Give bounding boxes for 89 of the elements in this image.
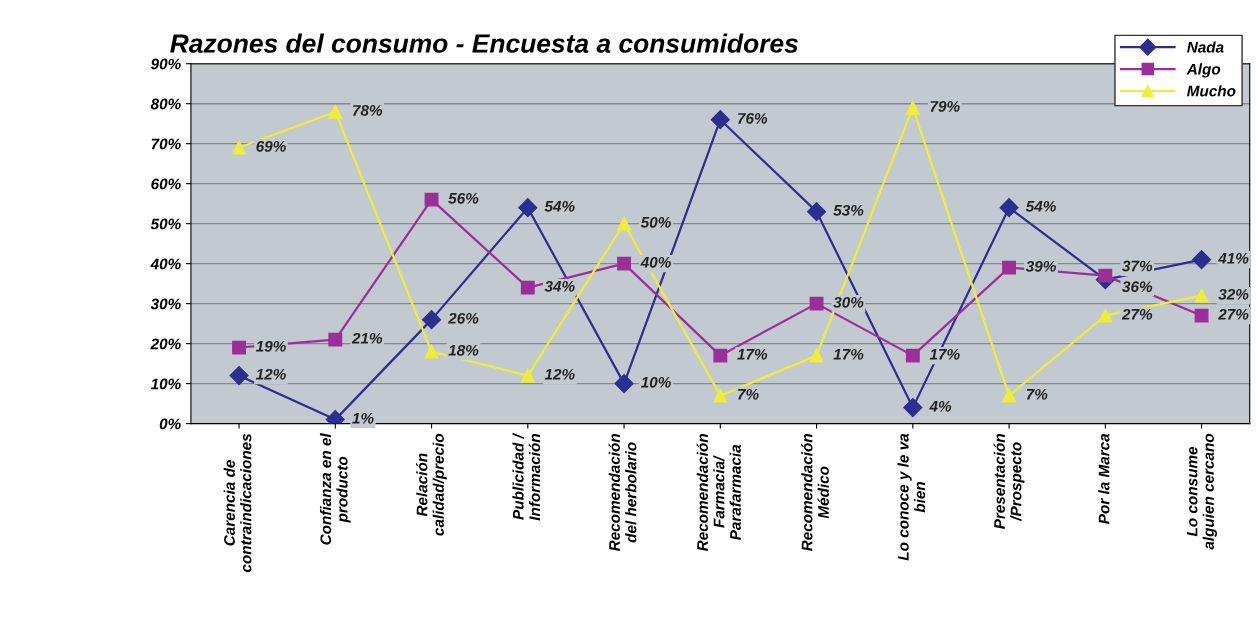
data-label: 1% xyxy=(352,412,374,424)
data-label: 7% xyxy=(1026,388,1048,400)
point xyxy=(1098,268,1113,283)
legend-label: Mucho xyxy=(1187,85,1236,97)
data-label: 54% xyxy=(1025,201,1056,212)
data-label: 69% xyxy=(256,140,286,152)
point xyxy=(1002,260,1017,275)
data-label: 41% xyxy=(1218,253,1249,264)
point xyxy=(232,140,246,155)
point xyxy=(809,296,824,311)
data-label: 10% xyxy=(640,376,671,388)
x-tick-label: Presentación /Prospecto xyxy=(993,433,1025,529)
y-tick-label: 30% xyxy=(150,298,181,310)
point xyxy=(905,100,920,115)
y-tick-label: 20% xyxy=(150,338,181,350)
point xyxy=(422,310,442,330)
x-tick-label: Carencia de contraindicaciones xyxy=(223,433,252,573)
data-label: 17% xyxy=(833,348,864,360)
point xyxy=(1194,288,1209,303)
data-label: 27% xyxy=(1218,308,1249,320)
x-tick-label: Lo consume alguien cercano xyxy=(1186,433,1217,550)
point xyxy=(1098,308,1113,323)
data-label: 53% xyxy=(833,204,864,216)
point xyxy=(713,348,728,363)
point xyxy=(520,368,535,383)
x-tick-label: Recomendación Médico xyxy=(801,433,829,552)
point xyxy=(710,110,730,130)
data-label: 18% xyxy=(448,344,479,356)
data-label: 12% xyxy=(255,368,286,380)
x-tick-label: Recomendación Farmacia/ Parafarmacia xyxy=(696,433,741,552)
point xyxy=(1002,388,1017,403)
point xyxy=(518,198,538,218)
data-label: 39% xyxy=(1025,260,1056,272)
x-tick-label: Lo conoce y le va bien xyxy=(897,433,926,561)
data-label: 78% xyxy=(353,104,383,116)
point xyxy=(520,280,535,295)
data-label: 36% xyxy=(1122,281,1153,293)
point xyxy=(328,332,343,347)
data-label: 19% xyxy=(255,340,286,352)
x-tick-label: Publicidad / Información xyxy=(512,432,541,521)
data-label: 17% xyxy=(929,348,960,360)
data-label: 30% xyxy=(833,296,864,308)
data-label: 21% xyxy=(351,332,383,344)
y-tick-label: 80% xyxy=(150,98,181,110)
x-tick-label: Confianza en el producto xyxy=(319,433,351,545)
legend-label: Nada xyxy=(1187,41,1224,53)
data-label: 56% xyxy=(448,192,479,204)
x-tick-label: Por la Marca xyxy=(1098,433,1110,524)
data-label: 54% xyxy=(544,201,575,212)
data-label: 7% xyxy=(738,388,759,400)
point xyxy=(903,398,923,418)
data-label: 12% xyxy=(544,368,575,380)
point xyxy=(328,104,343,119)
y-tick-label: 0% xyxy=(159,418,181,430)
data-label: 76% xyxy=(738,112,768,124)
point xyxy=(424,344,439,359)
data-label: 37% xyxy=(1122,260,1153,272)
point xyxy=(809,348,824,363)
point xyxy=(424,192,439,207)
data-label: 26% xyxy=(447,312,479,324)
y-tick-label: 40% xyxy=(150,258,181,270)
y-tick-label: 60% xyxy=(151,178,181,190)
data-label: 17% xyxy=(737,348,768,360)
data-label: 50% xyxy=(640,216,671,228)
point xyxy=(229,366,249,386)
point xyxy=(807,202,827,222)
point xyxy=(614,374,634,394)
chart-title: Razones del consumo - Encuesta a consumidores xyxy=(170,33,798,53)
data-label: 32% xyxy=(1218,288,1249,300)
point xyxy=(1194,308,1209,323)
x-tick-label: Recomendación del herbolario xyxy=(608,433,637,552)
point xyxy=(1192,250,1212,270)
point xyxy=(232,340,246,355)
data-label: 4% xyxy=(929,400,952,412)
y-tick-label: 10% xyxy=(150,378,181,390)
point xyxy=(999,198,1019,218)
data-label: 40% xyxy=(640,256,671,268)
point xyxy=(617,256,632,271)
data-label: 27% xyxy=(1121,308,1153,320)
data-label: 34% xyxy=(544,280,575,292)
x-tick-label: Relación calidad/precio xyxy=(416,433,447,536)
point xyxy=(617,216,632,231)
y-tick-label: 90% xyxy=(150,58,181,70)
data-label: 79% xyxy=(930,100,960,112)
y-tick-label: 50% xyxy=(150,218,181,230)
point xyxy=(905,348,920,363)
legend-label: Algo xyxy=(1186,63,1221,78)
point xyxy=(713,388,728,403)
y-tick-label: 70% xyxy=(151,138,181,150)
